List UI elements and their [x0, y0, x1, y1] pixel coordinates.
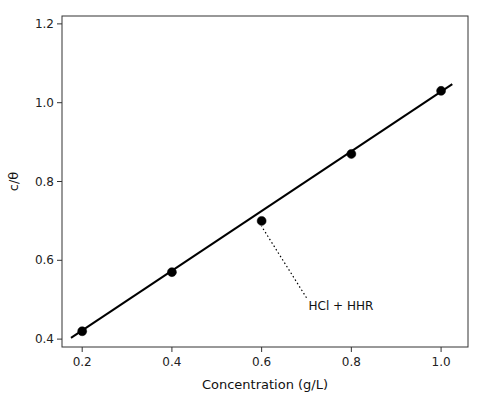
x-axis-label: Concentration (g/L)	[202, 377, 328, 392]
annotation: HCl + HHR	[308, 299, 373, 313]
y-tick	[57, 102, 62, 103]
x-tick	[441, 347, 442, 352]
y-tick	[57, 181, 62, 182]
y-tick	[57, 23, 62, 24]
x-tick-label: 0.2	[73, 355, 92, 369]
data-point	[78, 327, 87, 336]
x-tick	[171, 347, 172, 352]
data-point	[257, 216, 266, 225]
plot-marks	[71, 84, 452, 338]
y-tick	[57, 260, 62, 261]
x-tick	[351, 347, 352, 352]
x-tick	[261, 347, 262, 352]
data-point	[437, 86, 446, 95]
x-tick-label: 0.4	[162, 355, 181, 369]
x-tick-label: 1.0	[432, 355, 451, 369]
y-tick-label: 0.8	[35, 175, 54, 189]
y-tick	[57, 339, 62, 340]
x-tick-label: 0.6	[252, 355, 271, 369]
fit-line	[71, 84, 452, 338]
data-point	[167, 268, 176, 277]
annotation-arrow	[262, 226, 307, 297]
y-tick-label: 0.6	[35, 253, 54, 267]
y-tick-label: 1.0	[35, 96, 54, 110]
x-tick	[82, 347, 83, 352]
y-axis-label: c/θ	[6, 172, 21, 192]
x-tick-label: 0.8	[342, 355, 361, 369]
y-tick-label: 0.4	[35, 332, 54, 346]
y-tick-label: 1.2	[35, 17, 54, 31]
data-point	[347, 149, 356, 158]
plot-frame	[62, 16, 468, 347]
chart: 0.2 0.4 0.6 0.8 1.0 0.4 0.6 0.8 1.0 1.2 Concentrat…	[0, 0, 484, 399]
